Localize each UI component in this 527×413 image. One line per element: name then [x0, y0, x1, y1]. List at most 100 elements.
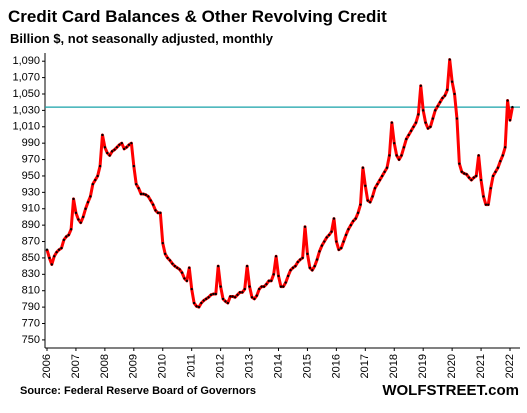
x-tick-label: 2014	[272, 354, 284, 378]
data-point	[508, 119, 512, 122]
data-point	[135, 182, 138, 186]
data-point	[173, 264, 177, 268]
data-point	[450, 80, 454, 83]
data-point	[180, 271, 184, 274]
data-point	[426, 127, 430, 130]
data-point	[405, 137, 408, 141]
data-point	[192, 301, 196, 305]
data-point	[434, 109, 437, 112]
y-tick-label: 810	[22, 285, 40, 297]
data-point	[356, 211, 360, 215]
data-point	[489, 187, 492, 190]
data-point	[74, 211, 78, 215]
data-point	[376, 182, 379, 186]
data-point	[373, 187, 377, 190]
data-point	[320, 244, 324, 247]
data-point	[229, 295, 232, 298]
data-point	[137, 187, 140, 190]
data-point	[132, 164, 136, 168]
data-point	[127, 143, 131, 147]
data-point	[142, 192, 145, 196]
data-point	[221, 297, 225, 301]
data-point	[72, 197, 75, 201]
data-point	[400, 154, 403, 157]
data-point	[125, 146, 128, 149]
data-point	[96, 174, 99, 178]
data-point	[499, 160, 502, 163]
y-tick-label: 790	[22, 301, 40, 313]
data-point	[253, 297, 256, 301]
y-tick-label: 850	[22, 252, 40, 264]
data-line	[45, 58, 514, 309]
data-point	[55, 250, 58, 254]
data-point	[465, 173, 468, 176]
y-tick-label: 950	[22, 170, 40, 182]
data-point	[364, 184, 367, 187]
data-point	[446, 88, 449, 92]
x-tick-label: 2018	[388, 354, 400, 378]
y-tick-label: 970	[22, 153, 40, 165]
data-point	[224, 300, 227, 303]
y-tick-label: 930	[22, 186, 40, 198]
data-point	[472, 176, 476, 179]
x-tick-label: 2022	[504, 354, 516, 378]
data-point	[395, 154, 398, 157]
data-point	[284, 281, 287, 284]
data-point	[250, 296, 254, 299]
data-point	[217, 264, 220, 268]
data-point	[89, 195, 92, 198]
data-point	[477, 154, 480, 157]
data-point	[113, 148, 116, 151]
data-point	[267, 279, 271, 283]
data-point	[431, 117, 435, 120]
data-point	[265, 282, 268, 286]
brand: WOLFSTREET.com	[382, 382, 519, 399]
data-point	[115, 146, 119, 149]
data-point	[467, 176, 471, 179]
data-point	[458, 162, 461, 165]
data-point	[354, 217, 357, 220]
data-point	[122, 147, 126, 151]
data-point	[98, 164, 102, 168]
data-point	[421, 109, 425, 112]
data-point	[197, 305, 201, 309]
data-point	[207, 296, 210, 299]
data-point	[188, 266, 191, 269]
data-point	[195, 305, 198, 308]
data-point	[243, 287, 246, 291]
data-point	[470, 178, 473, 182]
x-tick-label: 2008	[99, 354, 111, 378]
x-tick-label: 2015	[301, 354, 313, 378]
data-point	[337, 248, 340, 251]
data-point	[484, 203, 488, 206]
data-point	[407, 133, 410, 137]
x-tick-label: 2007	[70, 354, 82, 378]
data-point	[412, 125, 415, 128]
data-point	[462, 172, 466, 175]
y-tick-label: 1,090	[12, 55, 40, 67]
data-point	[77, 218, 80, 221]
data-point	[147, 195, 150, 198]
y-tick-label: 830	[22, 268, 40, 280]
data-point	[424, 121, 427, 124]
data-point	[479, 178, 483, 182]
data-point	[48, 256, 51, 260]
data-point	[214, 292, 218, 296]
data-point	[69, 228, 73, 231]
data-point	[301, 256, 304, 260]
data-point	[277, 274, 280, 278]
data-point	[202, 299, 205, 302]
data-point	[270, 279, 273, 283]
data-point	[272, 273, 275, 276]
chart-title: Credit Card Balances & Other Revolving C…	[8, 7, 387, 26]
data-point	[487, 203, 490, 206]
x-tick-label: 2019	[417, 354, 429, 378]
data-point	[299, 258, 302, 261]
data-point	[438, 100, 442, 104]
data-point	[108, 154, 111, 157]
data-point	[491, 174, 495, 178]
data-point	[226, 301, 230, 305]
data-point	[419, 84, 422, 87]
data-point	[67, 233, 70, 237]
